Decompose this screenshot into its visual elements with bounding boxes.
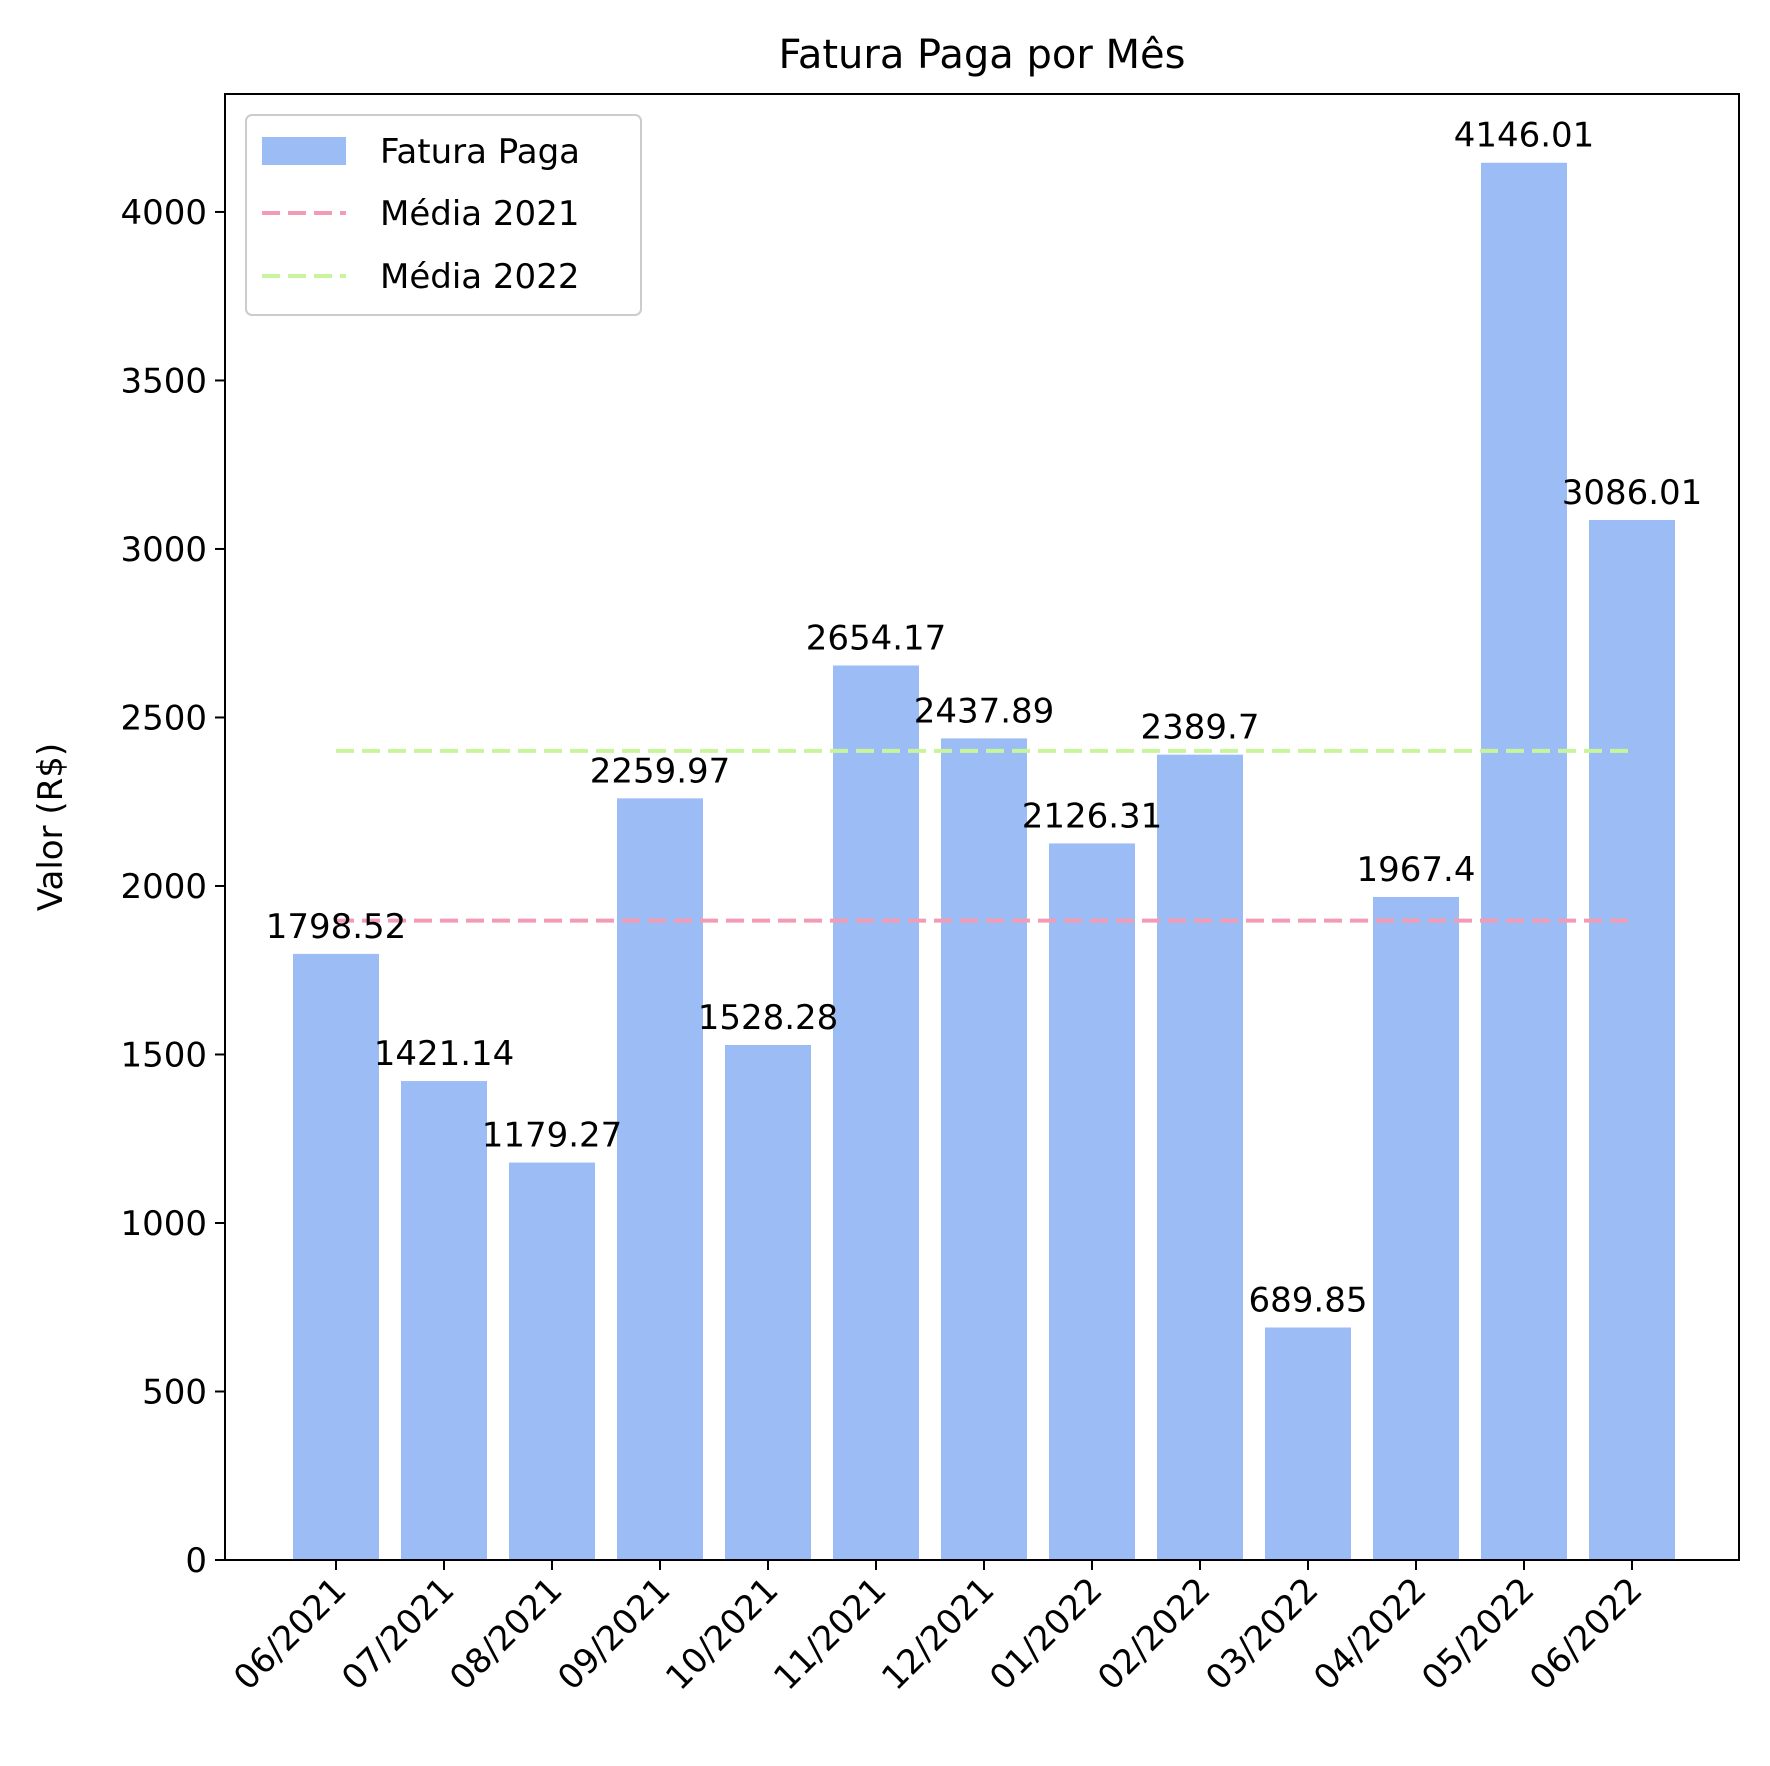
data-label-01-2022: 2126.31 [1022, 796, 1163, 836]
y-axis-title: Valor (R$) [31, 743, 71, 911]
data-label-08-2021: 1179.27 [482, 1116, 623, 1156]
x-tick-label: 07/2021 [334, 1570, 462, 1698]
y-tick-label: 1000 [120, 1204, 207, 1244]
data-label-07-2021: 1421.14 [374, 1034, 515, 1074]
bars-layer [293, 162, 1675, 1561]
bar-11-2021 [833, 665, 919, 1560]
data-labels-layer: 1798.52 1421.14 1179.27 2259.97 1528.28 2654.… [266, 116, 1703, 1321]
bar-07-2021 [401, 1081, 487, 1560]
legend-label-media-2022: Média 2022 [380, 257, 579, 297]
data-label-05-2022: 4146.01 [1454, 116, 1595, 156]
data-label-06-2022: 3086.01 [1562, 473, 1703, 513]
bar-10-2021 [725, 1044, 811, 1560]
y-tick-label: 1500 [120, 1035, 207, 1075]
legend: Fatura Paga Média 2021 Média 2022 [245, 114, 642, 316]
bar-09-2021 [617, 798, 703, 1560]
x-tick-label: 08/2021 [442, 1570, 570, 1698]
bar-06-2021 [293, 953, 379, 1560]
x-axis: 06/202107/202108/202109/202110/202111/20… [226, 1560, 1650, 1698]
y-tick-label: 2000 [120, 867, 207, 907]
y-tick-label: 4000 [120, 193, 207, 233]
bar-02-2022 [1157, 754, 1243, 1560]
x-tick-label: 04/2022 [1306, 1570, 1434, 1698]
x-tick-label: 11/2021 [766, 1570, 894, 1698]
y-tick-label: 3500 [120, 361, 207, 401]
chart-title: Fatura Paga por Mês [779, 32, 1186, 78]
reference-lines-layer [336, 748, 1632, 923]
data-label-03-2022: 689.85 [1249, 1281, 1368, 1321]
data-label-06-2021: 1798.52 [266, 907, 407, 947]
bar-03-2022 [1265, 1327, 1351, 1560]
x-tick-label: 06/2021 [226, 1570, 354, 1698]
legend-label-fatura-paga: Fatura Paga [380, 132, 580, 172]
x-tick-label: 09/2021 [550, 1570, 678, 1698]
bar-05-2022 [1481, 162, 1567, 1561]
x-tick-label: 12/2021 [874, 1570, 1002, 1698]
data-label-04-2022: 1967.4 [1357, 850, 1476, 890]
legend-label-media-2021: Média 2021 [380, 194, 579, 234]
x-tick-label: 05/2022 [1414, 1570, 1542, 1698]
bar-08-2021 [509, 1162, 595, 1560]
x-tick-label: 03/2022 [1198, 1570, 1326, 1698]
bar-12-2021 [941, 738, 1027, 1560]
y-tick-label: 2500 [120, 698, 207, 738]
y-tick-label: 3000 [120, 530, 207, 570]
y-axis: 0 500 1000 1500 2000 2500 3000 3500 4000 [120, 193, 225, 1581]
x-tick-label: 06/2022 [1522, 1570, 1650, 1698]
y-tick-label: 0 [185, 1541, 207, 1581]
data-label-02-2022: 2389.7 [1141, 708, 1260, 748]
x-tick-label: 01/2022 [982, 1570, 1110, 1698]
bar-01-2022 [1049, 843, 1135, 1560]
y-tick-label: 500 [142, 1372, 207, 1412]
plot-area-frame [224, 93, 1740, 1561]
data-label-11-2021: 2654.17 [806, 619, 947, 659]
legend-swatch-fatura-paga [262, 137, 346, 165]
bar-04-2022 [1373, 896, 1459, 1560]
data-label-12-2021: 2437.89 [914, 691, 1055, 731]
bar-06-2022 [1589, 519, 1675, 1560]
x-tick-label: 10/2021 [658, 1570, 786, 1698]
x-tick-label: 02/2022 [1090, 1570, 1218, 1698]
data-label-09-2021: 2259.97 [590, 751, 731, 791]
data-label-10-2021: 1528.28 [698, 998, 839, 1038]
